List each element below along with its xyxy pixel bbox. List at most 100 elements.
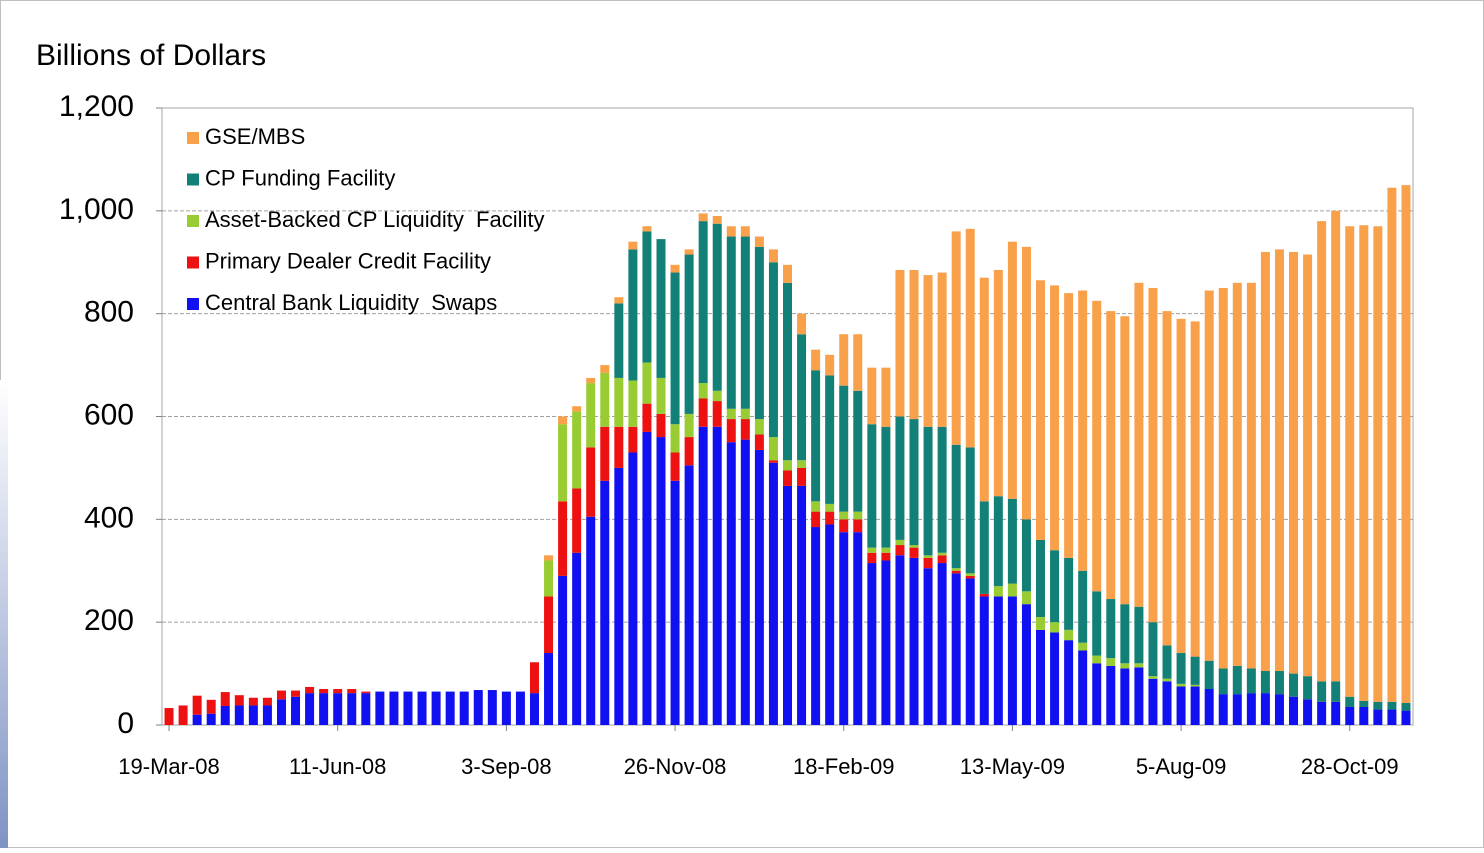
bar-segment: [501, 691, 511, 725]
bar-segment: [1078, 650, 1088, 725]
y-tick-label: 0: [117, 707, 134, 740]
bar-segment: [220, 692, 230, 706]
bar-segment: [783, 485, 792, 725]
bar-segment: [853, 390, 863, 512]
bar-segment: [1401, 710, 1411, 725]
legend-label: GSE/MBS: [205, 124, 305, 149]
bar-segment: [614, 303, 624, 378]
bar-segment: [1007, 498, 1017, 584]
bar-segment: [305, 686, 315, 694]
bar-segment: [1289, 696, 1299, 725]
bar-segment: [909, 269, 919, 420]
bar-segment: [1359, 225, 1369, 701]
bar-segment: [1064, 640, 1074, 725]
bar-segment: [431, 691, 441, 725]
bar-segment: [993, 586, 1003, 597]
bar-segment: [628, 380, 638, 427]
bar-segment: [614, 377, 624, 427]
bar-segment: [1373, 701, 1383, 710]
bar-segment: [558, 501, 568, 576]
bar-segment: [628, 452, 638, 725]
bar-segment: [839, 385, 849, 512]
bar-segment: [487, 690, 497, 725]
bar-segment: [1373, 226, 1383, 702]
bar-segment: [1246, 668, 1256, 694]
bar-segment: [670, 480, 680, 725]
y-tick-label: 800: [84, 296, 134, 329]
bar-segment: [698, 398, 708, 427]
bar-segment: [811, 349, 821, 371]
bar-segment: [712, 401, 722, 427]
bar-segment: [951, 444, 961, 569]
bar-segment: [1359, 707, 1369, 725]
bar-segment: [1387, 709, 1397, 725]
bar-segment: [291, 696, 301, 725]
bar-segment: [684, 465, 694, 725]
bar-segment: [529, 693, 539, 725]
bar-segment: [375, 691, 385, 725]
bar-segment: [248, 705, 258, 725]
x-tick-label: 3-Sep-08: [461, 754, 552, 779]
bar-segment: [937, 552, 947, 556]
bar-segment: [1007, 241, 1017, 499]
bar-segment: [319, 689, 329, 694]
bar-segment: [979, 596, 989, 725]
bar-segment: [951, 573, 961, 725]
bar-segment: [1190, 656, 1200, 685]
bar-segment: [881, 560, 891, 725]
bar-segment: [291, 690, 301, 697]
bar-segment: [642, 403, 652, 432]
bar-segment: [754, 236, 764, 247]
y-tick-label: 600: [84, 398, 134, 431]
bar-segment: [234, 695, 244, 706]
bar-segment: [1345, 226, 1355, 697]
bar-segment: [1246, 282, 1256, 669]
bar-segment: [726, 226, 736, 237]
bar-segment: [698, 383, 708, 399]
bar-segment: [1331, 681, 1341, 702]
bar-segment: [1345, 707, 1355, 725]
bar-segment: [726, 419, 736, 443]
bar-segment: [1260, 671, 1270, 694]
bar-segment: [1050, 622, 1060, 633]
bar-segment: [1021, 591, 1031, 605]
bar-segment: [979, 501, 989, 594]
bar-segment: [361, 691, 371, 694]
bar-segment: [1232, 694, 1242, 725]
bar-segment: [1359, 700, 1369, 708]
bar-segment: [1036, 629, 1046, 725]
bar-segment: [1120, 604, 1130, 664]
bar-segment: [1176, 653, 1186, 684]
bar-segment: [1064, 629, 1074, 641]
bar-segment: [572, 411, 582, 489]
bar-segment: [797, 334, 807, 461]
bar-segment: [993, 269, 1003, 497]
bar-segment: [628, 241, 638, 250]
bar-segment: [1021, 604, 1031, 725]
bar-segment: [642, 231, 652, 363]
bar-segment: [1232, 665, 1242, 695]
bar-segment: [262, 697, 272, 706]
bar-segment: [656, 377, 666, 414]
bar-segment: [347, 689, 357, 694]
bar-segment: [1218, 694, 1228, 725]
bar-segment: [712, 426, 722, 725]
bar-segment: [726, 442, 736, 725]
legend-swatch: [187, 298, 199, 310]
bar-segment: [698, 221, 708, 384]
bar-segment: [1148, 676, 1158, 679]
bar-segment: [1078, 570, 1088, 643]
bar-segment: [1106, 311, 1116, 600]
bar-segment: [965, 575, 975, 579]
bar-segment: [712, 223, 722, 391]
bar-segment: [600, 426, 610, 481]
bar-segment: [1303, 676, 1313, 700]
bar-segment: [656, 437, 666, 725]
x-tick-label: 5-Aug-09: [1136, 754, 1227, 779]
bar-segment: [558, 424, 568, 502]
bar-segment: [220, 705, 230, 725]
legend-label: Primary Dealer Credit Facility: [205, 248, 491, 273]
bar-segment: [670, 264, 680, 273]
bar-segment: [1373, 709, 1383, 725]
bar-segment: [572, 488, 582, 553]
